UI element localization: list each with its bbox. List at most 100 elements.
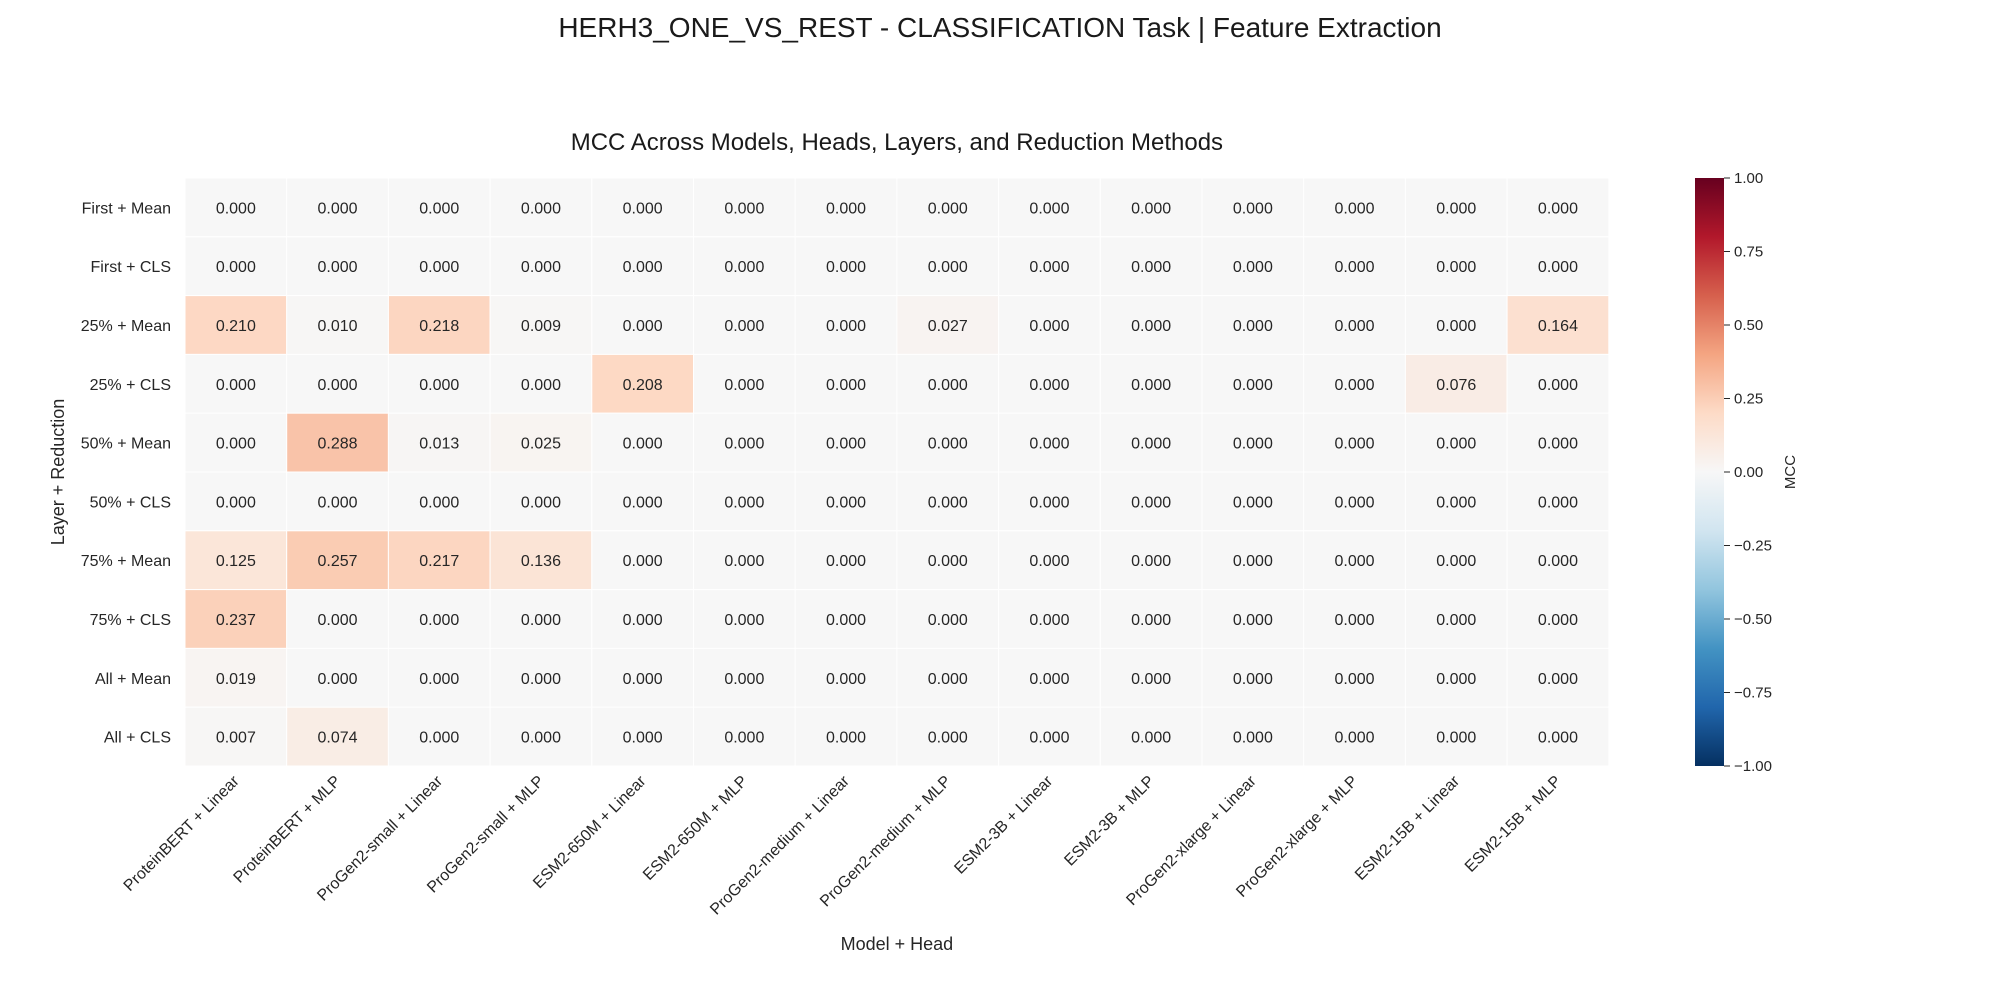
y-tick-label: First + Mean bbox=[82, 200, 171, 217]
cell-value-label: 0.000 bbox=[1538, 730, 1578, 747]
heatmap-cell bbox=[1506, 530, 1610, 591]
cell-value-label: 0.000 bbox=[216, 494, 256, 511]
cell-value-label: 0.000 bbox=[826, 436, 866, 453]
cell-value-label: 0.000 bbox=[928, 671, 968, 688]
heatmap-cell bbox=[794, 471, 898, 532]
heatmap-cell bbox=[693, 530, 796, 591]
cell-value-label: 0.000 bbox=[724, 553, 764, 570]
heatmap-cell bbox=[998, 177, 1101, 238]
x-tick-label: ESM2-3B + Linear bbox=[951, 772, 1056, 877]
heatmap-cell bbox=[387, 353, 491, 414]
heatmap-cell bbox=[998, 530, 1101, 591]
x-tick-label: ProGen2-xlarge + MLP bbox=[1233, 773, 1361, 901]
heatmap-cell bbox=[693, 412, 796, 473]
heatmap-cell bbox=[1303, 353, 1406, 414]
heatmap-cell bbox=[998, 647, 1101, 708]
heatmap-cell bbox=[794, 353, 898, 414]
heatmap-cell bbox=[896, 412, 1000, 473]
cell-value-label: 0.000 bbox=[1335, 436, 1375, 453]
cell-value-label: 0.000 bbox=[1538, 436, 1578, 453]
cell-value-label: 0.025 bbox=[521, 436, 561, 453]
cell-value-label: 0.000 bbox=[521, 671, 561, 688]
heatmap-cell bbox=[184, 236, 288, 297]
heatmap-cell bbox=[1201, 589, 1305, 649]
cell-value-label: 0.000 bbox=[1436, 436, 1476, 453]
cell-value-label: 0.000 bbox=[318, 494, 358, 511]
heatmap-cell bbox=[184, 706, 288, 767]
heatmap-cell bbox=[998, 706, 1101, 767]
cell-value-label: 0.000 bbox=[1029, 612, 1069, 629]
cell-value-label: 0.000 bbox=[419, 377, 459, 394]
x-tick-label: ProGen2-small + MLP bbox=[424, 773, 548, 897]
x-tick-label: ESM2-650M + MLP bbox=[640, 773, 751, 884]
heatmap-cell bbox=[794, 706, 898, 767]
cell-value-label: 0.000 bbox=[419, 730, 459, 747]
cell-value-label: 0.000 bbox=[928, 730, 968, 747]
y-tick-label: All + Mean bbox=[95, 671, 171, 688]
heatmap-cell bbox=[998, 412, 1101, 473]
cell-value-label: 0.000 bbox=[1029, 671, 1069, 688]
cell-value-label: 0.000 bbox=[419, 671, 459, 688]
heatmap-cell bbox=[1506, 236, 1610, 297]
heatmap-cell bbox=[1201, 471, 1305, 532]
cell-value-label: 0.000 bbox=[1233, 730, 1273, 747]
figure-suptitle: HERH3_ONE_VS_REST - CLASSIFICATION Task … bbox=[558, 12, 1442, 43]
cell-value-label: 0.000 bbox=[928, 377, 968, 394]
heatmap-cell bbox=[1303, 530, 1406, 591]
cell-value-label: 0.000 bbox=[1131, 259, 1171, 276]
heatmap-cell bbox=[387, 236, 491, 297]
cell-value-label: 0.000 bbox=[928, 553, 968, 570]
cell-value-label: 0.000 bbox=[1029, 436, 1069, 453]
cell-value-label: 0.027 bbox=[928, 318, 968, 335]
heatmap-cell bbox=[1201, 647, 1305, 708]
cell-value-label: 0.000 bbox=[318, 200, 358, 217]
cell-value-label: 0.000 bbox=[1335, 259, 1375, 276]
cell-value-label: 0.019 bbox=[216, 671, 256, 688]
heatmap-cell bbox=[1303, 177, 1406, 238]
heatmap-cell bbox=[896, 706, 1000, 767]
heatmap-cell bbox=[1506, 412, 1610, 473]
cell-value-label: 0.000 bbox=[216, 200, 256, 217]
cell-value-label: 0.000 bbox=[1029, 259, 1069, 276]
heatmap-cell bbox=[591, 236, 694, 297]
cell-value-label: 0.000 bbox=[521, 612, 561, 629]
heatmap-cell bbox=[387, 589, 491, 649]
y-tick-label: First + CLS bbox=[91, 259, 171, 276]
cell-value-label: 0.000 bbox=[1131, 494, 1171, 511]
cell-value-label: 0.000 bbox=[724, 377, 764, 394]
cell-value-label: 0.000 bbox=[724, 671, 764, 688]
heatmap-cell bbox=[998, 236, 1101, 297]
cell-value-label: 0.000 bbox=[1029, 318, 1069, 335]
heatmap-cell bbox=[1506, 647, 1610, 708]
cell-value-label: 0.000 bbox=[826, 200, 866, 217]
heatmap-cell bbox=[896, 471, 1000, 532]
cell-value-label: 0.125 bbox=[216, 553, 256, 570]
cell-value-label: 0.000 bbox=[623, 259, 663, 276]
heatmap-cell bbox=[1404, 589, 1508, 649]
heatmap-cell bbox=[286, 530, 389, 591]
cell-value-label: 0.000 bbox=[216, 259, 256, 276]
heatmap-cell bbox=[1303, 236, 1406, 297]
y-tick-label: 75% + CLS bbox=[90, 612, 171, 629]
heatmap-cell bbox=[1303, 647, 1406, 708]
cell-value-label: 0.000 bbox=[1233, 377, 1273, 394]
heatmap-cell bbox=[1099, 530, 1203, 591]
cell-value-label: 0.000 bbox=[216, 377, 256, 394]
cell-value-label: 0.000 bbox=[1233, 318, 1273, 335]
heatmap-cell bbox=[1404, 353, 1508, 414]
cell-value-label: 0.000 bbox=[826, 730, 866, 747]
heatmap-cell bbox=[1099, 589, 1203, 649]
cell-value-label: 0.000 bbox=[1131, 612, 1171, 629]
cell-value-label: 0.000 bbox=[724, 612, 764, 629]
heatmap-cell bbox=[1099, 353, 1203, 414]
cell-value-label: 0.074 bbox=[318, 730, 358, 747]
cell-value-label: 0.000 bbox=[623, 553, 663, 570]
colorbar-label: MCC bbox=[1782, 455, 1799, 489]
cell-value-label: 0.000 bbox=[1335, 671, 1375, 688]
heatmap-cell bbox=[1303, 412, 1406, 473]
cell-value-label: 0.000 bbox=[419, 494, 459, 511]
cell-value-label: 0.000 bbox=[928, 259, 968, 276]
cell-value-label: 0.000 bbox=[1335, 318, 1375, 335]
cell-value-label: 0.000 bbox=[724, 318, 764, 335]
